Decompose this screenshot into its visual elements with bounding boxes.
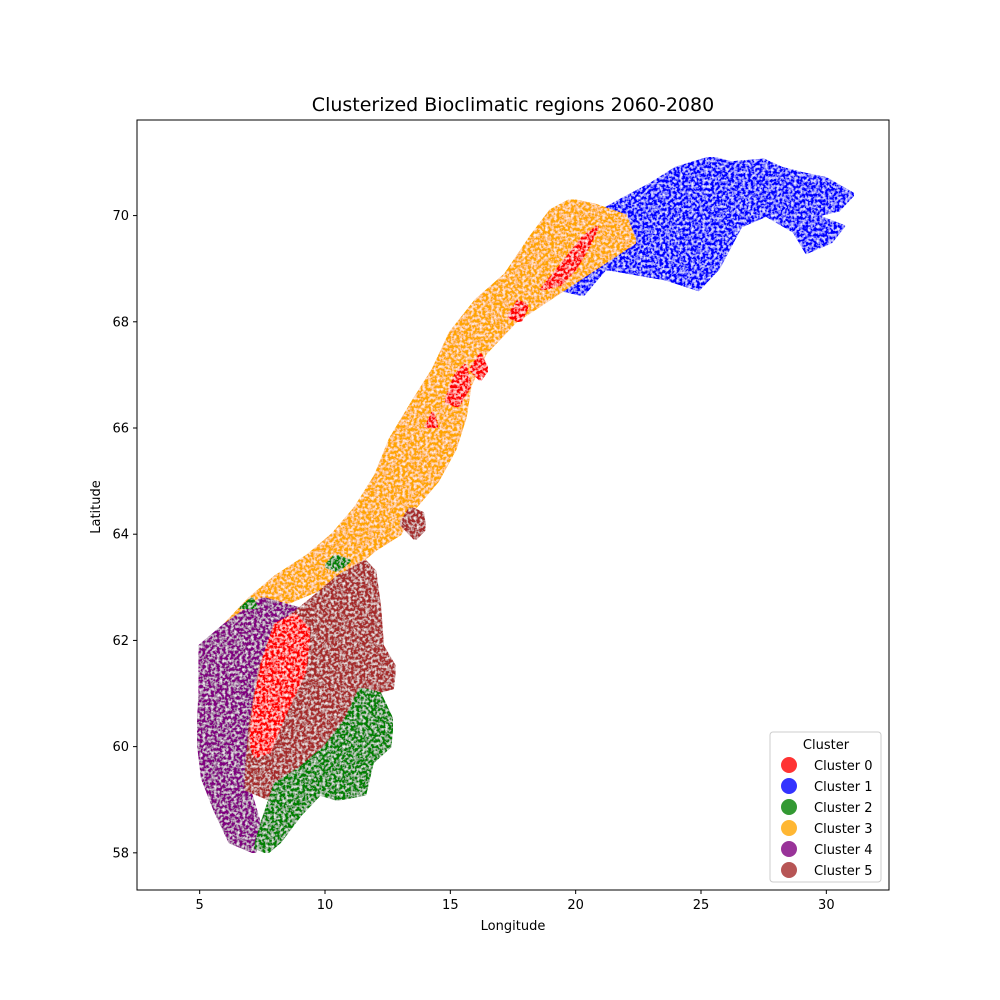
legend-marker bbox=[781, 799, 797, 815]
cluster-region bbox=[469, 352, 490, 382]
series-cluster-4 bbox=[195, 596, 302, 855]
y-tick-label: 68 bbox=[112, 315, 129, 330]
legend-label: Cluster 3 bbox=[814, 822, 873, 837]
legend-marker bbox=[781, 757, 797, 773]
cluster-region bbox=[539, 224, 600, 292]
cluster-region bbox=[398, 506, 427, 541]
x-tick-label: 5 bbox=[196, 898, 204, 913]
cluster-region bbox=[248, 612, 312, 759]
legend-label: Cluster 4 bbox=[814, 843, 873, 858]
scatter-points-layer bbox=[195, 155, 856, 855]
chart-title: Clusterized Bioclimatic regions 2060-208… bbox=[312, 94, 714, 116]
legend-marker bbox=[781, 820, 797, 836]
legend-title: Cluster bbox=[803, 738, 850, 753]
cluster-region bbox=[195, 596, 302, 855]
y-tick-label: 66 bbox=[112, 422, 129, 437]
y-tick-label: 60 bbox=[112, 740, 129, 755]
cluster-region bbox=[238, 596, 259, 610]
legend-label: Cluster 5 bbox=[814, 864, 873, 879]
y-tick-label: 62 bbox=[112, 634, 129, 649]
y-tick-label: 70 bbox=[112, 209, 129, 224]
legend-marker bbox=[781, 778, 797, 794]
cluster-region bbox=[506, 299, 530, 324]
x-axis-label: Longitude bbox=[481, 919, 546, 934]
cluster-region bbox=[444, 363, 472, 409]
legend-label: Cluster 0 bbox=[814, 759, 873, 774]
x-tick-label: 10 bbox=[317, 898, 334, 913]
y-axis: 58 60 62 64 66 68 70 bbox=[112, 209, 137, 861]
legend-marker bbox=[781, 862, 797, 878]
x-axis: 5 10 15 20 25 30 bbox=[196, 890, 835, 913]
x-tick-label: 20 bbox=[567, 898, 584, 913]
cluster-region bbox=[323, 554, 352, 573]
cluster-region bbox=[424, 410, 440, 430]
series-cluster-2 bbox=[238, 554, 394, 855]
cluster-region bbox=[253, 686, 394, 855]
y-tick-label: 58 bbox=[112, 846, 129, 861]
x-tick-label: 25 bbox=[693, 898, 710, 913]
legend-marker bbox=[781, 841, 797, 857]
legend-label: Cluster 2 bbox=[814, 801, 873, 816]
y-tick-label: 64 bbox=[112, 528, 129, 543]
x-tick-label: 30 bbox=[818, 898, 835, 913]
plot-frame bbox=[136, 119, 890, 891]
legend: Cluster Cluster 0 Cluster 1 Cluster 2 Clust… bbox=[769, 731, 882, 883]
x-tick-label: 15 bbox=[442, 898, 459, 913]
series-cluster-1 bbox=[546, 155, 856, 297]
cluster-region bbox=[546, 155, 856, 297]
series-cluster-0 bbox=[248, 224, 600, 759]
legend-label: Cluster 1 bbox=[814, 780, 873, 795]
y-axis-label: Latitude bbox=[89, 480, 104, 534]
legend-box bbox=[769, 731, 882, 883]
